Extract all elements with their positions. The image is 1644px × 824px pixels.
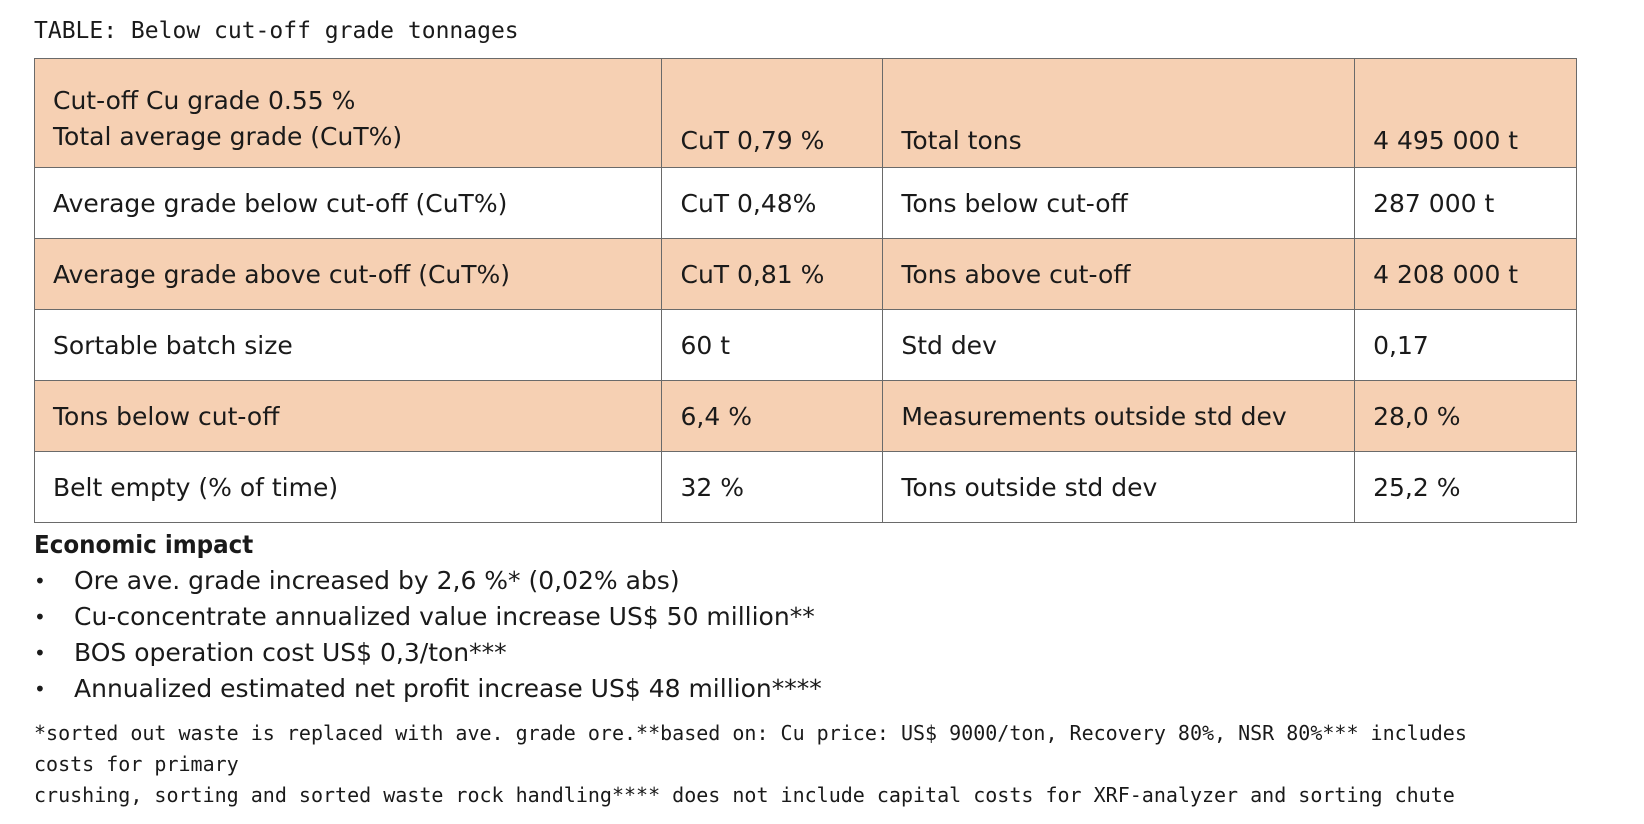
bullet-icon: •	[34, 641, 46, 665]
table-cell: Sortable batch size	[33, 309, 663, 381]
list-item: • Cu-concentrate annualized value increa…	[34, 599, 1594, 635]
list-item: • Ore ave. grade increased by 2,6 %* (0,…	[34, 563, 1594, 599]
table-cell: Tons outside std dev	[882, 451, 1356, 523]
table-cell: CuT 0,79 %	[661, 58, 884, 168]
bullet-icon: •	[34, 569, 46, 593]
table-row: Sortable batch size 60 t Std dev 0,17	[33, 309, 1577, 381]
table-row: Average grade below cut-off (CuT%) CuT 0…	[33, 167, 1577, 239]
table-row: Belt empty (% of time) 32 % Tons outside…	[33, 451, 1577, 523]
table-cell: Average grade above cut-off (CuT%)	[33, 238, 663, 310]
bullet-icon: •	[34, 605, 46, 629]
list-item: • Annualized estimated net profit increa…	[34, 671, 1594, 707]
table-cell: 32 %	[661, 451, 884, 523]
economic-impact-heading: Economic impact	[34, 530, 254, 559]
list-item-text: Cu-concentrate annualized value increase…	[74, 602, 815, 631]
economic-impact-list: • Ore ave. grade increased by 2,6 %* (0,…	[34, 563, 1594, 707]
footnote-line: crushing, sorting and sorted waste rock …	[34, 783, 1455, 807]
table-cell: Cut-off Cu grade 0.55 % Total average gr…	[33, 58, 663, 168]
total-average-grade-label: Total average grade (CuT%)	[53, 122, 403, 151]
table-cell: 287 000 t	[1354, 167, 1577, 239]
table-cell: CuT 0,48%	[661, 167, 884, 239]
list-item-text: BOS operation cost US$ 0,3/ton***	[74, 638, 507, 667]
table-cell: Tons below cut-off	[882, 167, 1356, 239]
table-cell: Average grade below cut-off (CuT%)	[33, 167, 663, 239]
table-cell: 4 208 000 t	[1354, 238, 1577, 310]
table-cell: Total tons	[882, 58, 1356, 168]
table-cell: 6,4 %	[661, 380, 884, 452]
table-cell: 4 495 000 t	[1354, 58, 1577, 168]
list-item: • BOS operation cost US$ 0,3/ton***	[34, 635, 1594, 671]
footnote-line: *sorted out waste is replaced with ave. …	[34, 721, 1467, 776]
table-cell: Std dev	[882, 309, 1356, 381]
table-cell: 25,2 %	[1354, 451, 1577, 523]
table-cell: CuT 0,81 %	[661, 238, 884, 310]
table-row: Tons below cut-off 6,4 % Measurements ou…	[33, 380, 1577, 452]
bullet-icon: •	[34, 677, 46, 701]
table-cell: Measurements outside std dev	[882, 380, 1356, 452]
economic-impact-section: Economic impact • Ore ave. grade increas…	[34, 530, 1594, 707]
list-item-text: Ore ave. grade increased by 2,6 %* (0,02…	[74, 566, 680, 595]
table-cell: 60 t	[661, 309, 884, 381]
table-cell: Tons above cut-off	[882, 238, 1356, 310]
table-cell: Belt empty (% of time)	[33, 451, 663, 523]
cutoff-grade-label: Cut-off Cu grade 0.55 %	[53, 86, 356, 115]
table-cell: 28,0 %	[1354, 380, 1577, 452]
table-row: Average grade above cut-off (CuT%) CuT 0…	[33, 238, 1577, 310]
footnote: *sorted out waste is replaced with ave. …	[34, 718, 1534, 811]
list-item-text: Annualized estimated net profit increase…	[74, 674, 822, 703]
cutoff-grade-table: Cut-off Cu grade 0.55 % Total average gr…	[33, 58, 1577, 523]
table-cell: Tons below cut-off	[33, 380, 663, 452]
table-header-row: Cut-off Cu grade 0.55 % Total average gr…	[33, 58, 1577, 168]
table-cell: 0,17	[1354, 309, 1577, 381]
table-caption: TABLE: Below cut-off grade tonnages	[34, 18, 519, 44]
